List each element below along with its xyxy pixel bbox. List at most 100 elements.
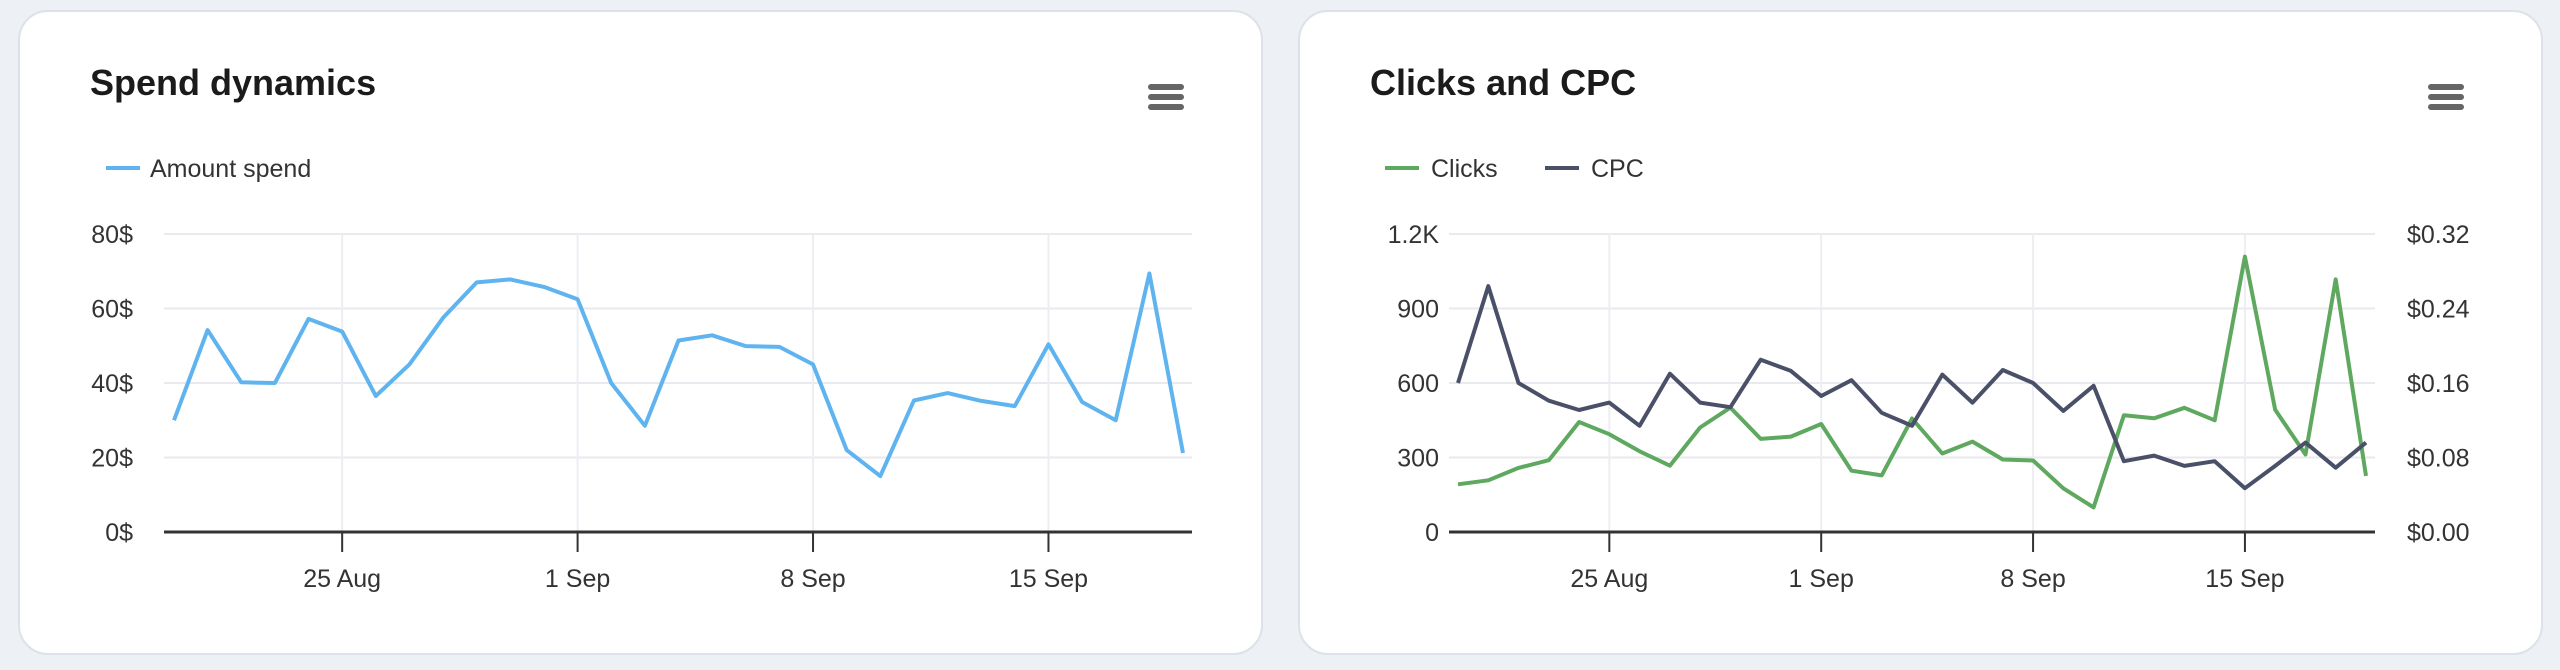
x-tick-label: 25 Aug: [1570, 565, 1648, 593]
data-point: [2181, 405, 2187, 411]
data-point: [2302, 440, 2308, 446]
data-point: [1667, 371, 1673, 377]
y2-tick-label: $0.16: [2407, 370, 2470, 398]
hamburger-menu-icon[interactable]: [1148, 84, 1184, 112]
data-point: [2121, 412, 2127, 418]
data-point: [608, 380, 614, 386]
data-point: [1180, 450, 1186, 456]
data-point: [1879, 410, 1885, 416]
data-point: [1146, 270, 1152, 276]
data-point: [1939, 451, 1945, 457]
data-point: [2272, 407, 2278, 413]
data-point: [1939, 372, 1945, 378]
x-tick-label: 8 Sep: [780, 565, 845, 593]
data-point: [406, 361, 412, 367]
y-tick-label: 900: [1397, 296, 1439, 324]
data-point: [1909, 423, 1915, 429]
data-point: [810, 361, 816, 367]
data-point: [1818, 393, 1824, 399]
data-point: [1697, 424, 1703, 430]
x-tick-label: 15 Sep: [1009, 565, 1088, 593]
data-point: [1758, 357, 1764, 363]
data-point: [1879, 472, 1885, 478]
data-point: [1546, 457, 1552, 463]
data-point: [2272, 463, 2278, 469]
y2-tick-label: $0.32: [2407, 221, 2470, 249]
data-point: [2091, 504, 2097, 510]
data-point: [776, 344, 782, 350]
series-line-amount-spend: [172, 271, 1185, 479]
data-point: [541, 284, 547, 290]
data-point: [1848, 468, 1854, 474]
data-point: [2181, 463, 2187, 469]
data-point: [911, 398, 917, 404]
spend-dynamics-card: Spend dynamics 0$ 20$ 40$ 60$ 80$ 25 Aug 1 Sep…: [18, 10, 1263, 655]
y-tick-label: 1.2K: [1388, 221, 1440, 249]
data-point: [2151, 415, 2157, 421]
data-point: [1970, 439, 1976, 445]
data-point: [1818, 421, 1824, 427]
data-point: [877, 473, 883, 479]
data-point: [709, 332, 715, 338]
data-point: [171, 417, 177, 423]
data-point: [743, 343, 749, 349]
data-point: [373, 393, 379, 399]
data-point: [1485, 477, 1491, 483]
data-point: [676, 338, 682, 344]
y-tick-label: 600: [1397, 370, 1439, 398]
data-point: [978, 398, 984, 404]
data-point: [238, 379, 244, 385]
data-point: [2333, 465, 2339, 471]
data-point: [1576, 419, 1582, 425]
data-point: [1546, 398, 1552, 404]
data-point: [575, 296, 581, 302]
data-point: [507, 276, 513, 282]
data-point: [1637, 448, 1643, 454]
data-point: [1667, 463, 1673, 469]
data-point: [2212, 417, 2218, 423]
data-point: [306, 316, 312, 322]
y-tick-label: 300: [1397, 445, 1439, 473]
data-point: [1970, 400, 1976, 406]
data-point: [205, 327, 211, 333]
data-point: [1576, 407, 1582, 413]
data-point: [440, 315, 446, 321]
data-point: [474, 279, 480, 285]
data-point: [2091, 383, 2097, 389]
data-point: [2060, 485, 2066, 491]
data-point: [1697, 400, 1703, 406]
data-point: [1788, 434, 1794, 440]
series-line-cpc: [1456, 284, 2368, 491]
data-point: [1516, 380, 1522, 386]
data-point: [2030, 457, 2036, 463]
y2-tick-label: $0.24: [2407, 296, 2470, 324]
data-point: [2151, 453, 2157, 459]
data-point: [945, 390, 951, 396]
data-point: [2121, 458, 2127, 464]
y2-tick-label: $0.00: [2407, 519, 2470, 547]
data-point: [2000, 456, 2006, 462]
x-tick-label: 1 Sep: [1789, 565, 1854, 593]
data-point: [1606, 400, 1612, 406]
y2-tick-label: $0.08: [2407, 445, 2470, 473]
legend-item[interactable]: CPC: [1591, 155, 1644, 183]
data-point: [1758, 436, 1764, 442]
data-point: [1455, 481, 1461, 487]
data-point: [1485, 283, 1491, 289]
clicks-cpc-chart: 0 $0.00 300 $0.08 600 $0.16 900 $0.24 1.2K $0.32 2…: [1385, 155, 2470, 593]
data-point: [1079, 399, 1085, 405]
chart-title: Spend dynamics: [90, 62, 377, 103]
data-point: [1848, 377, 1854, 383]
legend-item[interactable]: Amount spend: [150, 155, 311, 183]
hamburger-menu-icon[interactable]: [2428, 84, 2464, 112]
data-point: [2363, 440, 2369, 446]
data-point: [2000, 367, 2006, 373]
legend-item[interactable]: Clicks: [1431, 155, 1498, 183]
y-tick-label: 60$: [91, 296, 133, 324]
data-point: [2242, 485, 2248, 491]
data-point: [1516, 465, 1522, 471]
data-point: [1788, 368, 1794, 374]
series-line-clicks: [1457, 254, 2368, 510]
data-point: [1012, 403, 1018, 409]
spend-chart: 0$ 20$ 40$ 60$ 80$ 25 Aug 1 Sep 8 Sep 15 Sep Amou…: [91, 155, 1192, 593]
